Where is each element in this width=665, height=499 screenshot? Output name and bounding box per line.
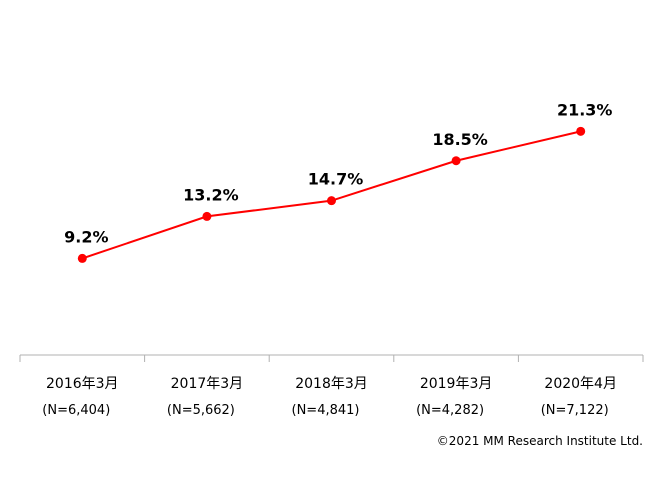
category-label: 2016年3月 — [46, 376, 119, 392]
data-label: 21.3% — [557, 100, 613, 119]
category-label: 2018年3月 — [295, 376, 368, 392]
data-label: 14.7% — [308, 170, 364, 189]
data-point — [327, 196, 336, 206]
data-point — [576, 126, 586, 136]
category-labels: 2016年3月 2017年3月 2018年3月 2019年3月 2020年4月 — [46, 376, 617, 392]
data-point — [77, 253, 87, 263]
data-point — [202, 211, 212, 221]
sample-size-label: (N=5,662) — [167, 403, 235, 418]
category-label: 2017年3月 — [171, 376, 244, 392]
data-labels: 9.2% 13.2% 14.7% 18.5% 21.3% — [64, 100, 612, 246]
data-label: 9.2% — [64, 227, 108, 246]
category-label: 2019年3月 — [420, 376, 493, 392]
data-label: 18.5% — [432, 130, 488, 149]
sample-size-label: (N=7,122) — [541, 403, 609, 418]
series-line — [81, 130, 581, 260]
data-point — [451, 156, 461, 166]
sample-size-labels: (N=6,404) (N=5,662) (N=4,841) (N=4,282) (N=7… — [42, 403, 608, 418]
x-axis-ticks — [19, 355, 644, 362]
sample-size-label: (N=6,404) — [42, 403, 110, 418]
copyright-text: ©2021 MM Research Institute Ltd. — [436, 434, 643, 448]
data-points — [77, 126, 586, 263]
sample-size-label: (N=4,282) — [416, 403, 484, 418]
data-label: 13.2% — [183, 185, 239, 204]
category-label: 2020年4月 — [544, 376, 617, 392]
sample-size-label: (N=4,841) — [292, 403, 360, 418]
